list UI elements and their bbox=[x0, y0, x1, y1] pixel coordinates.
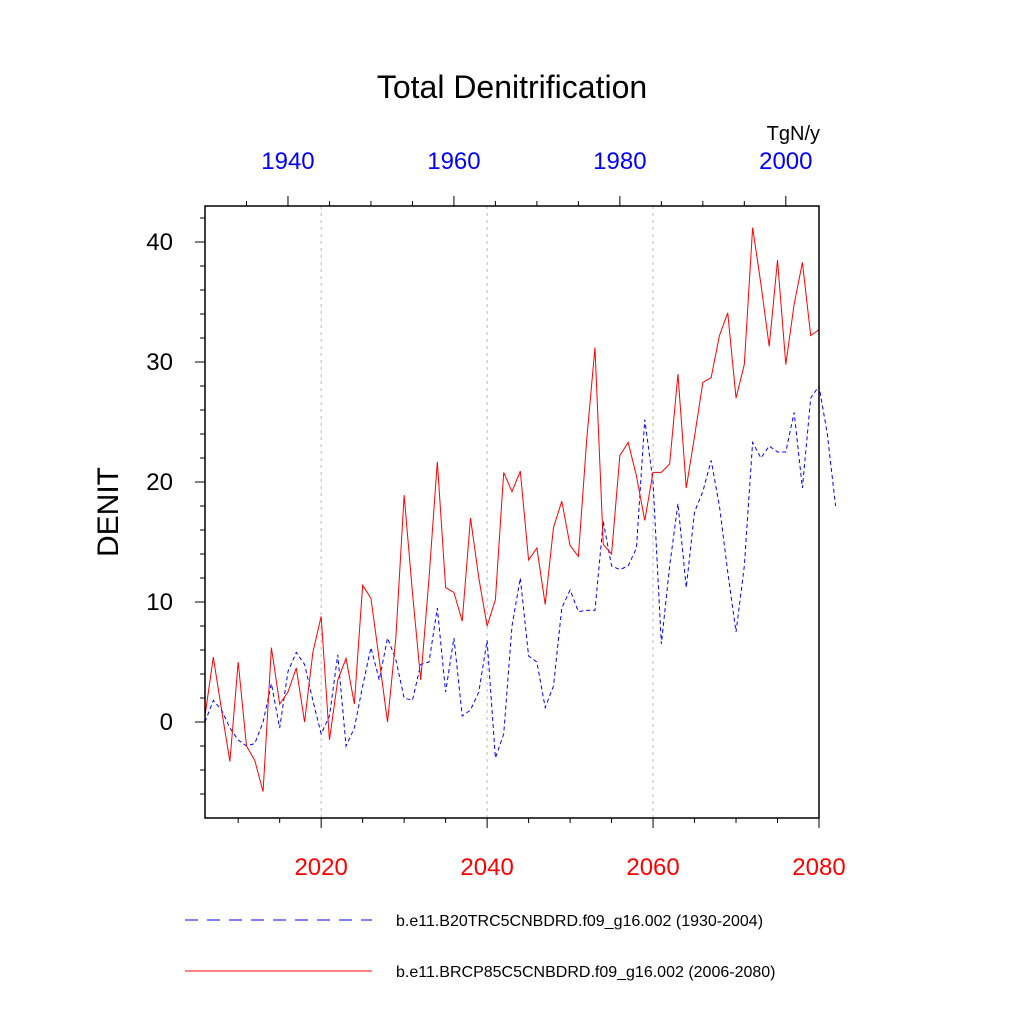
plot-frame bbox=[204, 205, 820, 819]
x-top-tick-label: 1960 bbox=[427, 148, 480, 175]
x-bottom-tick-label: 2040 bbox=[460, 854, 513, 881]
y-tick-label: 10 bbox=[146, 589, 173, 616]
y-tick-label: 40 bbox=[146, 229, 173, 256]
units-label: TgN/y bbox=[767, 123, 820, 145]
y-tick-label: 20 bbox=[146, 469, 173, 496]
axes: 0 10 20 30 40 2020 2040 2060 2080 1940 1960 1980 200… bbox=[146, 148, 845, 881]
x-top-tick-label: 1940 bbox=[261, 148, 314, 175]
y-axis-label: DENIT bbox=[92, 467, 125, 557]
series-layer bbox=[204, 227, 837, 792]
series-line-1 bbox=[204, 227, 820, 792]
x-top-tick-label: 2000 bbox=[759, 148, 812, 175]
y-tick-label: 30 bbox=[146, 349, 173, 376]
x-bottom-tick-label: 2080 bbox=[792, 854, 845, 881]
legend-label-historical: b.e11.B20TRC5CNBDRD.f09_g16.002 (1930-20… bbox=[396, 913, 763, 930]
series-line-0 bbox=[204, 384, 837, 759]
gridlines bbox=[320, 206, 654, 818]
y-tick-label: 0 bbox=[160, 709, 173, 736]
legend-label-rcp85: b.e11.BRCP85C5CNBDRD.f09_g16.002 (2006-2… bbox=[396, 964, 775, 981]
x-bottom-tick-label: 2020 bbox=[294, 854, 347, 881]
x-top-tick-label: 1980 bbox=[593, 148, 646, 175]
legend: b.e11.B20TRC5CNBDRD.f09_g16.002 (1930-20… bbox=[185, 913, 775, 981]
x-bottom-tick-label: 2060 bbox=[626, 854, 679, 881]
chart-title: Total Denitrification bbox=[377, 69, 647, 105]
